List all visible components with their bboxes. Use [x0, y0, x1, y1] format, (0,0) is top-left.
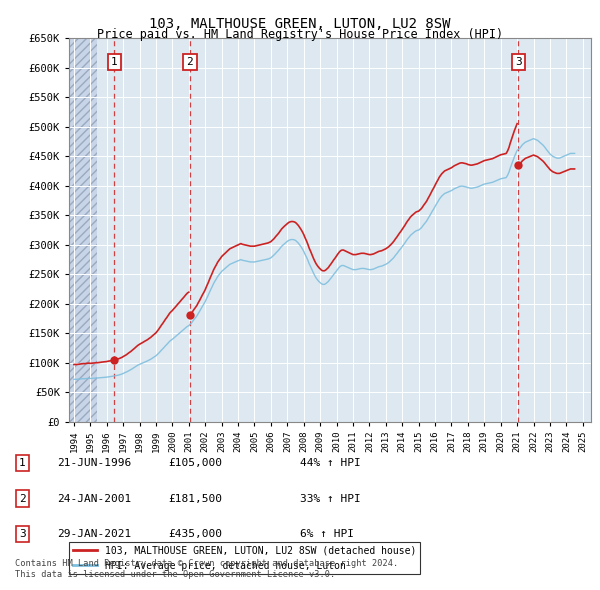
Text: This data is licensed under the Open Government Licence v3.0.: This data is licensed under the Open Gov…: [15, 571, 335, 579]
Text: 3: 3: [515, 57, 521, 67]
Text: 103, MALTHOUSE GREEN, LUTON, LU2 8SW: 103, MALTHOUSE GREEN, LUTON, LU2 8SW: [149, 17, 451, 31]
Text: 6% ↑ HPI: 6% ↑ HPI: [300, 529, 354, 539]
Bar: [69, 38, 97, 422]
Text: £181,500: £181,500: [168, 494, 222, 503]
Text: 2: 2: [187, 57, 193, 67]
Text: 2: 2: [19, 494, 26, 503]
Text: 1: 1: [19, 458, 26, 468]
Legend: 103, MALTHOUSE GREEN, LUTON, LU2 8SW (detached house), HPI: Average price, detac: 103, MALTHOUSE GREEN, LUTON, LU2 8SW (de…: [68, 542, 420, 575]
Text: 21-JUN-1996: 21-JUN-1996: [57, 458, 131, 468]
Text: 33% ↑ HPI: 33% ↑ HPI: [300, 494, 361, 503]
Text: £105,000: £105,000: [168, 458, 222, 468]
Text: 24-JAN-2001: 24-JAN-2001: [57, 494, 131, 503]
Text: 3: 3: [19, 529, 26, 539]
Text: 29-JAN-2021: 29-JAN-2021: [57, 529, 131, 539]
Text: 1: 1: [111, 57, 118, 67]
Text: Contains HM Land Registry data © Crown copyright and database right 2024.: Contains HM Land Registry data © Crown c…: [15, 559, 398, 568]
Text: 44% ↑ HPI: 44% ↑ HPI: [300, 458, 361, 468]
Text: £435,000: £435,000: [168, 529, 222, 539]
Text: Price paid vs. HM Land Registry's House Price Index (HPI): Price paid vs. HM Land Registry's House …: [97, 28, 503, 41]
